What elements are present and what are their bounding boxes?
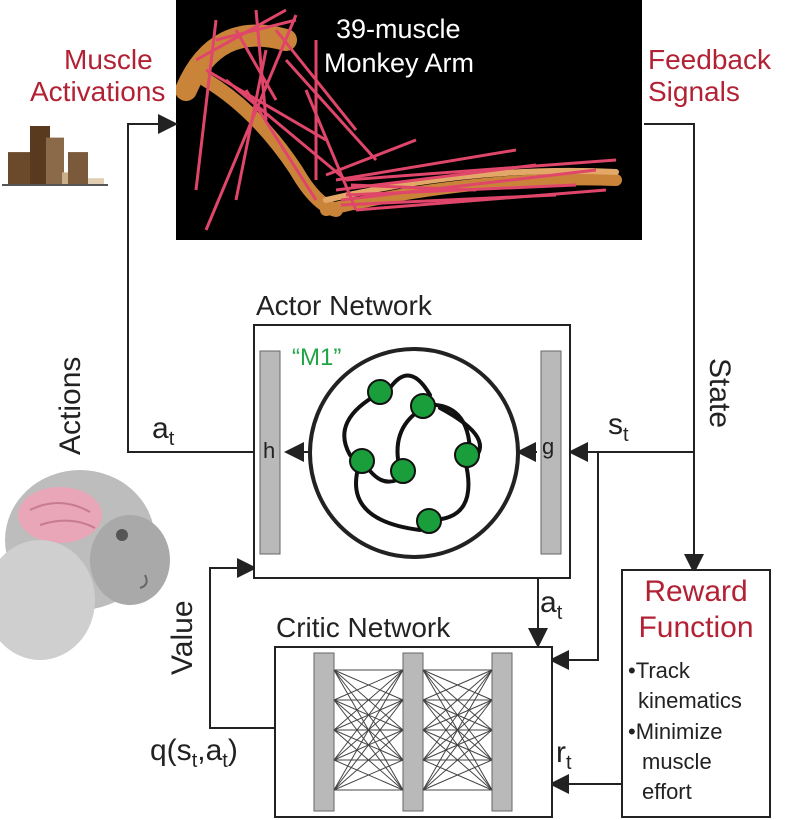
critic-edge [422, 669, 493, 761]
critic-layer-3 [491, 652, 513, 812]
critic-a-base: a [540, 586, 557, 619]
q-prefix: q(s [150, 734, 192, 767]
feedback-signals-line2: Signals [648, 76, 740, 108]
critic-edge [333, 699, 404, 791]
activation-bar [30, 126, 50, 184]
s-t-sub: t [623, 424, 629, 446]
arm-title-line1: 39-muscle [336, 14, 461, 44]
reward-title-line2: Function [638, 611, 754, 644]
activation-bars-icon [2, 126, 108, 186]
state-label: State [703, 358, 736, 429]
monkey-head-illustration [0, 470, 170, 660]
q-sub2: t [222, 750, 228, 772]
m1-neurons [349, 379, 480, 534]
bullet1-line1: •Track [628, 658, 690, 683]
arm-muscles [194, 8, 617, 231]
q-value-label: q(st,at) [150, 734, 238, 773]
reward-function-title: Reward Function [626, 574, 766, 646]
critic-edge [422, 729, 493, 791]
r-t-base: r [556, 736, 566, 769]
muscle-activations-label: Muscle Activations [30, 44, 165, 108]
critic-edge [333, 669, 404, 791]
critic-edge [333, 669, 404, 701]
arm-title-line2: Monkey Arm [324, 48, 474, 78]
actor-state-input: st [608, 408, 629, 447]
critic-network-title: Critic Network [276, 612, 451, 643]
critic-action-input: at [540, 586, 562, 625]
value-label: Value [166, 600, 199, 675]
muscle-activations-line2: Activations [30, 76, 166, 108]
reward-bullets: •Track kinematics •Minimize muscle effor… [628, 656, 742, 808]
m1-label: “M1” [292, 344, 342, 371]
monkey-arm-illustration: 39-muscle Monkey Arm [175, 8, 622, 231]
feedback-signals-line1: Feedback [648, 44, 771, 75]
activation-bar [88, 178, 104, 184]
monkey-arm-panel: 39-muscle Monkey Arm [175, 0, 642, 240]
reward-function-box [621, 569, 771, 818]
critic-edge [333, 759, 404, 791]
reward-rt-label: rt [556, 736, 572, 775]
a-t-base: a [152, 412, 169, 445]
actions-label: Actions [54, 356, 87, 455]
activation-bar [68, 152, 88, 184]
g-label: g [542, 434, 555, 459]
reward-title-line1: Reward [644, 575, 748, 608]
critic-a-sub: t [556, 602, 563, 624]
critic-edge [422, 759, 493, 791]
critic-edge [422, 669, 493, 701]
q-sub1: t [191, 750, 198, 772]
a-t-sub: t [168, 428, 175, 450]
critic-connections [333, 669, 493, 791]
activation-bar [46, 137, 64, 184]
critic-edge [333, 669, 404, 761]
actor-layer-h [259, 350, 281, 555]
activation-bar [8, 152, 30, 184]
s-t-base: s [608, 408, 623, 441]
bullet2-line3: effort [642, 779, 692, 805]
critic-edge [422, 669, 493, 791]
critic-edge [333, 669, 404, 731]
m1-recurrent-circle [308, 347, 520, 559]
muscle-activations-line1: Muscle [64, 44, 153, 75]
r-t-sub: t [566, 752, 572, 774]
bullet2-line2: muscle [642, 749, 712, 775]
critic-edge [333, 729, 404, 791]
actor-action-output: at [152, 412, 174, 451]
critic-edge [422, 699, 493, 791]
actor-layer-g [540, 350, 562, 555]
actor-network-title: Actor Network [256, 290, 432, 321]
bullet1-line2: kinematics [638, 688, 742, 714]
critic-layer-2 [402, 652, 424, 812]
feedback-signals-label: Feedback Signals [648, 44, 771, 108]
critic-edge [422, 669, 493, 731]
q-suffix: ) [227, 734, 238, 767]
critic-layer-1 [313, 652, 335, 812]
h-label: h [263, 438, 276, 463]
q-mid: ,a [197, 734, 223, 767]
bullet2-line1: •Minimize [628, 718, 723, 744]
